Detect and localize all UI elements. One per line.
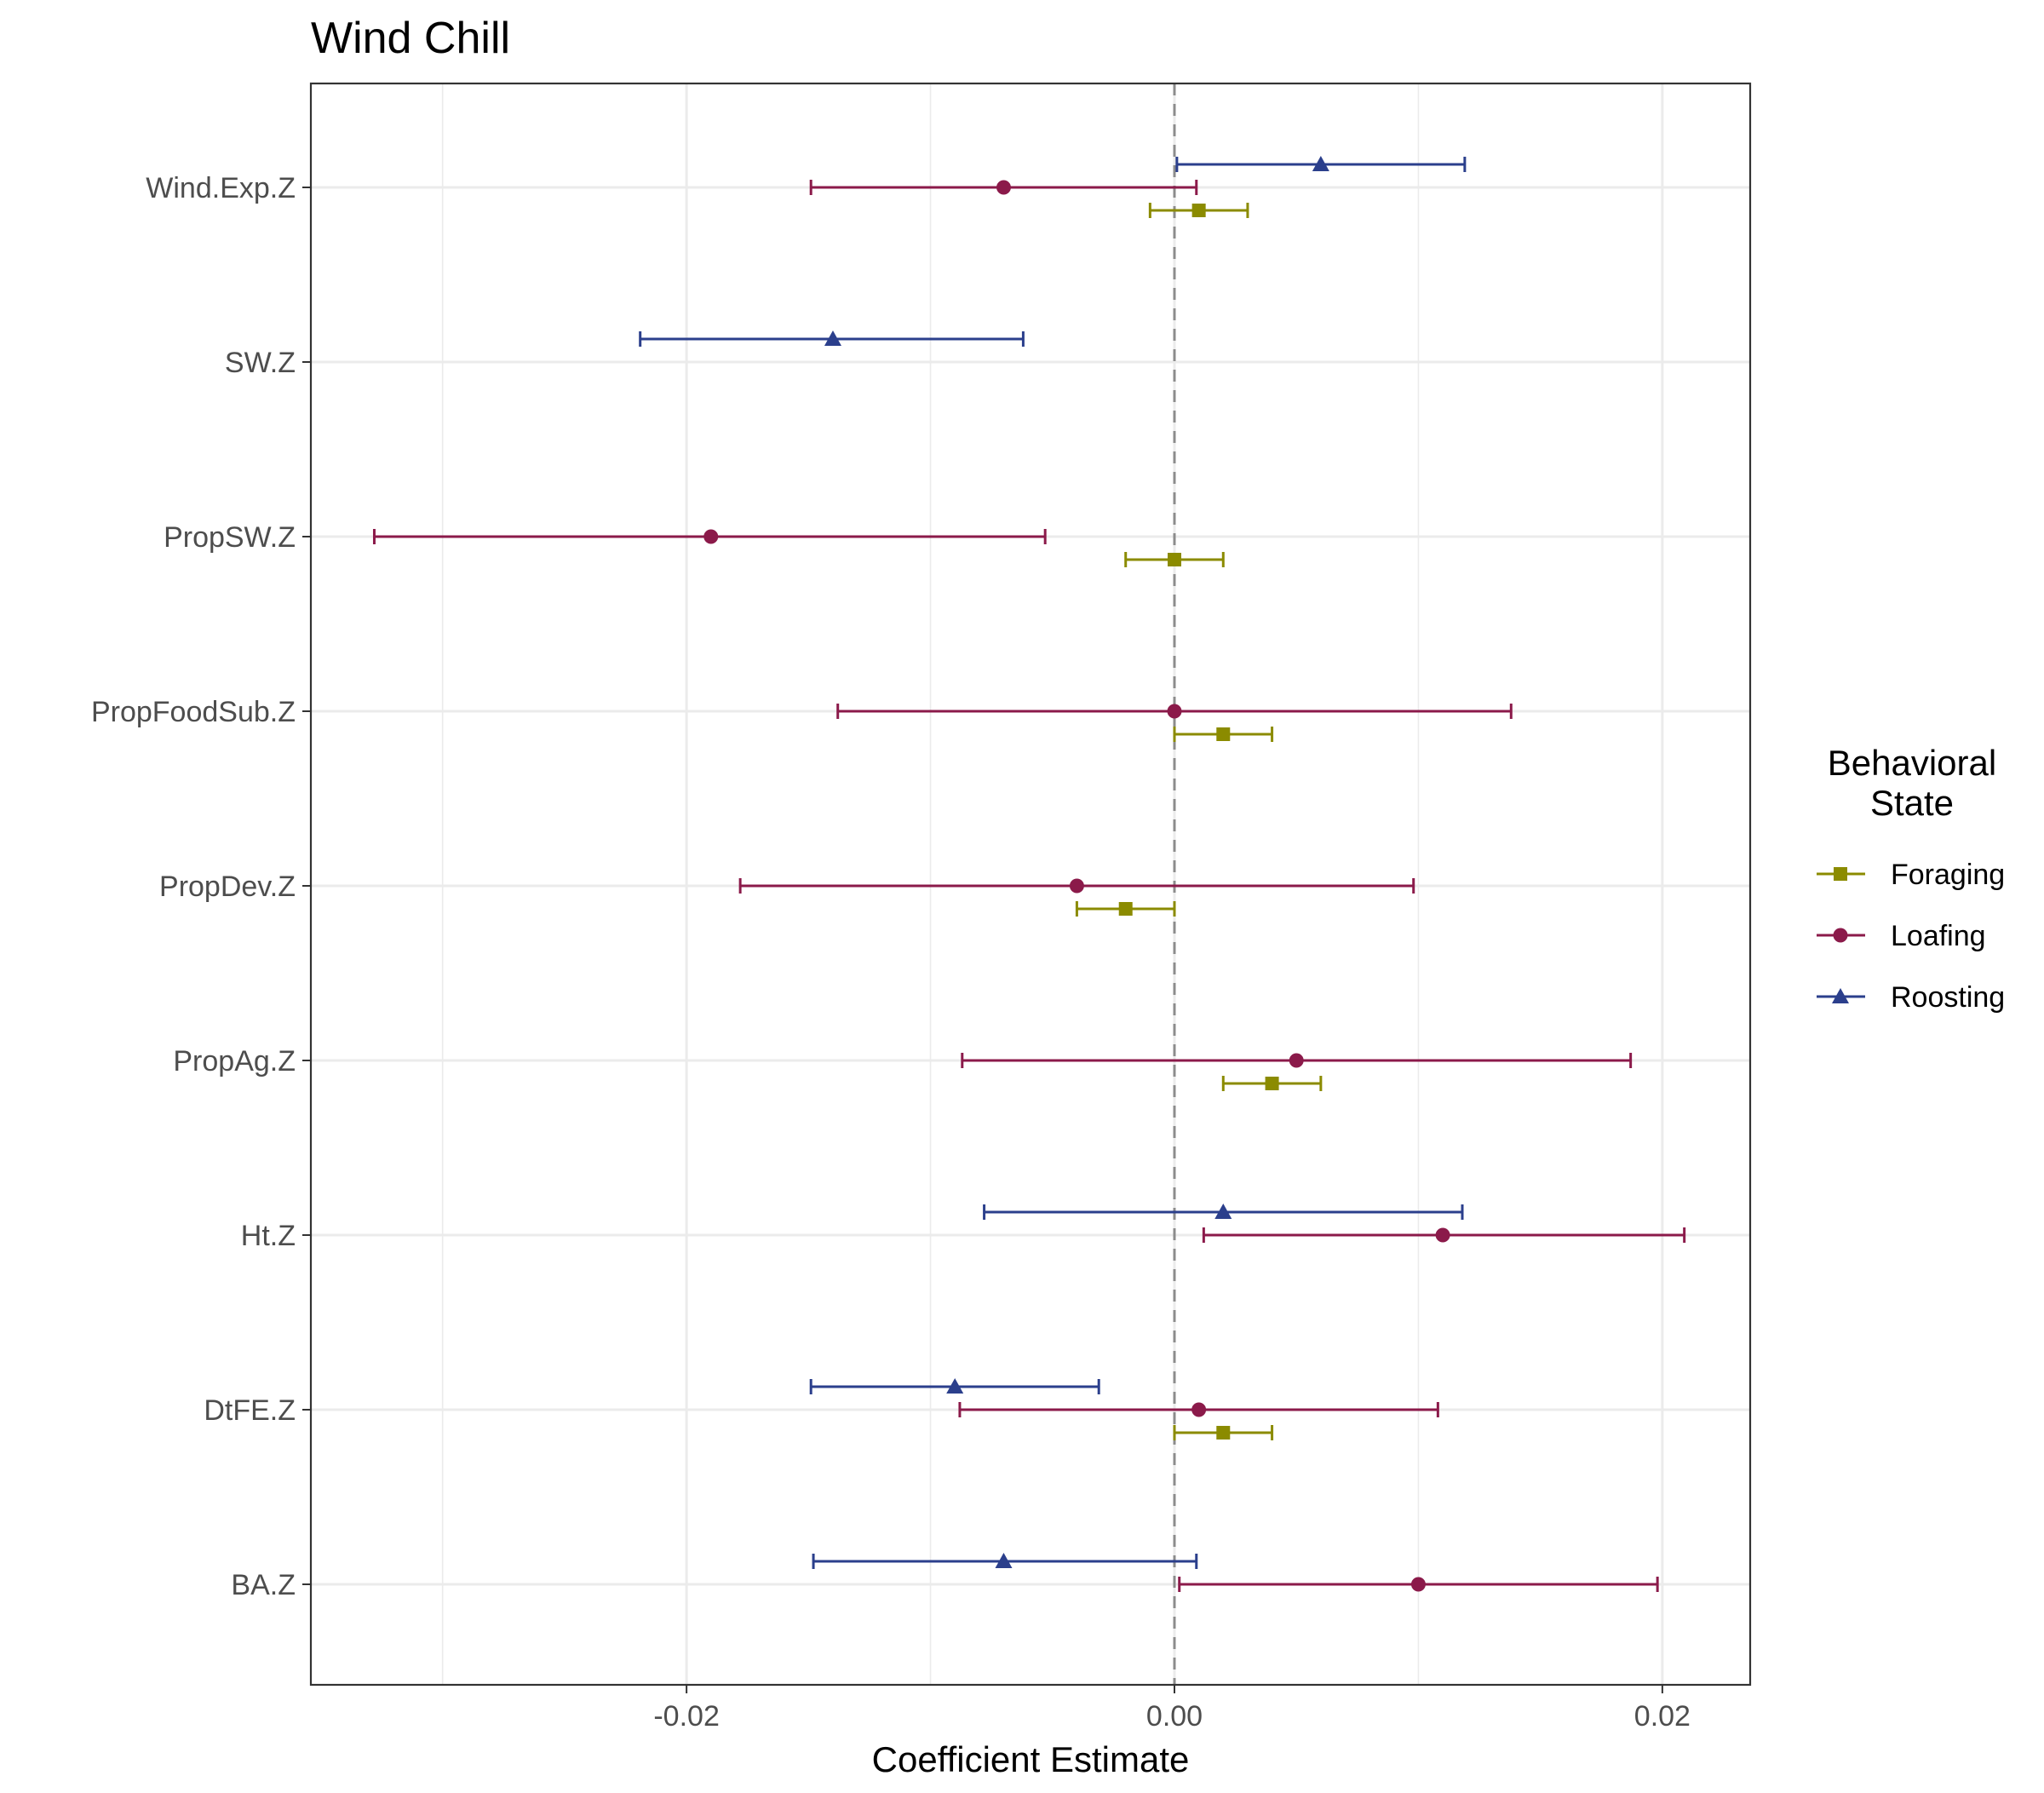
- point-marker: [1069, 878, 1084, 894]
- legend-key-marker: [1834, 867, 1847, 881]
- legend-label: Loafing: [1891, 920, 1986, 952]
- legend-item-loafing: Loafing: [1817, 920, 1986, 952]
- legend-title-line: Behavioral: [1828, 743, 1996, 783]
- grid-layer: [311, 83, 1750, 1685]
- point-marker: [1216, 727, 1231, 741]
- x-tick-label: -0.02: [653, 1700, 720, 1733]
- x-tick-label: 0.00: [1146, 1700, 1203, 1733]
- x-axis-label: Coefficient Estimate: [872, 1739, 1190, 1779]
- y-tick-label: PropDev.Z: [159, 871, 296, 903]
- y-tick-label: Wind.Exp.Z: [146, 172, 296, 204]
- point-marker: [1435, 1227, 1450, 1243]
- y-tick-label: BA.Z: [231, 1569, 296, 1601]
- point-marker: [1167, 704, 1182, 719]
- legend-label: Foraging: [1891, 859, 2005, 891]
- point-marker: [1312, 156, 1329, 171]
- point-marker: [1191, 1402, 1207, 1417]
- point-marker: [824, 330, 841, 346]
- legend-key-marker: [1832, 988, 1849, 1003]
- x-tick-label: 0.02: [1634, 1700, 1691, 1733]
- series-roosting: [639, 156, 1467, 1569]
- point-marker: [1289, 1053, 1304, 1068]
- legend-label: Roosting: [1891, 981, 2005, 1014]
- y-tick-label: SW.Z: [225, 347, 296, 379]
- plot-panel-border: [309, 82, 1752, 1687]
- series-layer: [372, 156, 1686, 1592]
- y-tick-label: Ht.Z: [241, 1220, 296, 1252]
- x-axis: -0.02 0.00 0.02: [653, 1685, 1691, 1733]
- legend-item-foraging: Foraging: [1817, 859, 2005, 891]
- y-tick-label: DtFE.Z: [204, 1394, 296, 1427]
- y-tick-label: PropFoodSub.Z: [91, 696, 296, 728]
- point-marker: [1410, 1577, 1426, 1592]
- y-tick-label: PropSW.Z: [164, 521, 296, 554]
- point-marker: [1214, 1204, 1232, 1219]
- point-marker: [995, 1553, 1013, 1568]
- legend-key-marker: [1833, 928, 1848, 943]
- point-marker: [703, 529, 719, 544]
- point-marker: [1191, 204, 1206, 217]
- chart-title: Wind Chill: [311, 14, 510, 63]
- y-axis: Wind.Exp.Z SW.Z PropSW.Z PropFoodSub.Z PropD…: [91, 172, 311, 1601]
- point-marker: [996, 180, 1011, 195]
- series-loafing: [372, 180, 1686, 1592]
- point-marker: [1216, 1426, 1231, 1440]
- legend-title-line: State: [1870, 783, 1954, 823]
- point-marker: [1118, 902, 1133, 916]
- point-marker: [1265, 1077, 1279, 1090]
- point-marker: [946, 1378, 964, 1394]
- legend-item-roosting: Roosting: [1817, 981, 2005, 1014]
- series-foraging: [1075, 203, 1323, 1440]
- point-marker: [1168, 553, 1181, 566]
- y-tick-label: PropAg.Z: [173, 1045, 296, 1078]
